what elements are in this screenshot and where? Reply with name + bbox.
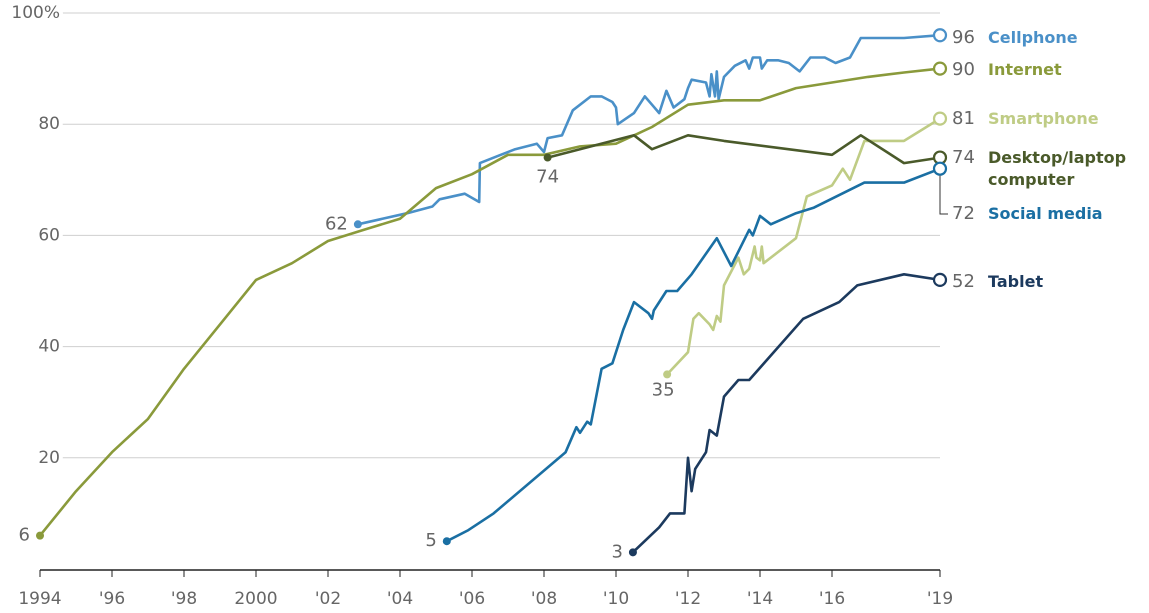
- start-dot: [628, 548, 637, 557]
- x-tick-label: '14: [747, 589, 773, 609]
- x-tick-label: '98: [171, 589, 197, 609]
- end-value-label: 72: [952, 203, 975, 224]
- x-tick-label: '19: [927, 589, 953, 609]
- start-dot: [543, 153, 552, 162]
- series-label: Social media: [988, 204, 1103, 223]
- leader-line: [939, 175, 948, 215]
- y-tick-label: 100%: [11, 3, 60, 23]
- start-value-label: 62: [325, 213, 348, 234]
- y-tick-label: 40: [38, 337, 60, 357]
- series-label: Internet: [988, 60, 1062, 79]
- series-line: [547, 134, 941, 165]
- series-line: [666, 117, 941, 376]
- start-value-label: 5: [425, 530, 436, 551]
- series-line: [357, 33, 941, 226]
- end-marker: [932, 28, 948, 43]
- end-marker: [932, 111, 948, 126]
- x-tick-label: '16: [819, 589, 845, 609]
- start-dot: [442, 537, 451, 546]
- start-value-label: 35: [652, 379, 675, 400]
- start-value-label: 3: [611, 541, 622, 562]
- x-tick-label: '12: [675, 589, 701, 609]
- end-marker: [932, 161, 948, 176]
- series-label: Cellphone: [988, 28, 1078, 47]
- end-value-label: 52: [952, 271, 975, 292]
- start-dot: [36, 531, 44, 540]
- x-tick-label: '04: [387, 589, 413, 609]
- x-tick-label: '08: [531, 589, 557, 609]
- series-line: [446, 167, 941, 543]
- end-value-label: 90: [952, 59, 975, 80]
- end-marker: [932, 272, 948, 287]
- y-tick-label: 20: [38, 448, 60, 468]
- series-label: Tablet: [988, 272, 1044, 291]
- start-dot: [353, 220, 362, 229]
- x-tick-label: 1994: [18, 589, 61, 609]
- x-tick-label: '96: [99, 589, 125, 609]
- series-label: Smartphone: [988, 109, 1099, 128]
- series-line: [632, 273, 941, 554]
- start-value-label: 6: [19, 525, 30, 546]
- end-value-label: 96: [952, 27, 975, 48]
- end-value-label: 81: [952, 108, 975, 129]
- series-line: [38, 67, 941, 537]
- start-dot: [663, 370, 672, 379]
- series-label: Desktop/laptop computer: [988, 148, 1127, 189]
- x-tick-label: '10: [603, 589, 629, 609]
- x-tick-label: 2000: [234, 589, 277, 609]
- end-marker: [932, 61, 948, 76]
- end-value-label: 74: [952, 147, 975, 168]
- y-tick-label: 60: [38, 225, 60, 245]
- x-tick-label: '02: [315, 589, 341, 609]
- x-tick-label: '06: [459, 589, 485, 609]
- y-tick-label: 80: [38, 114, 60, 134]
- start-value-label: 74: [536, 167, 559, 188]
